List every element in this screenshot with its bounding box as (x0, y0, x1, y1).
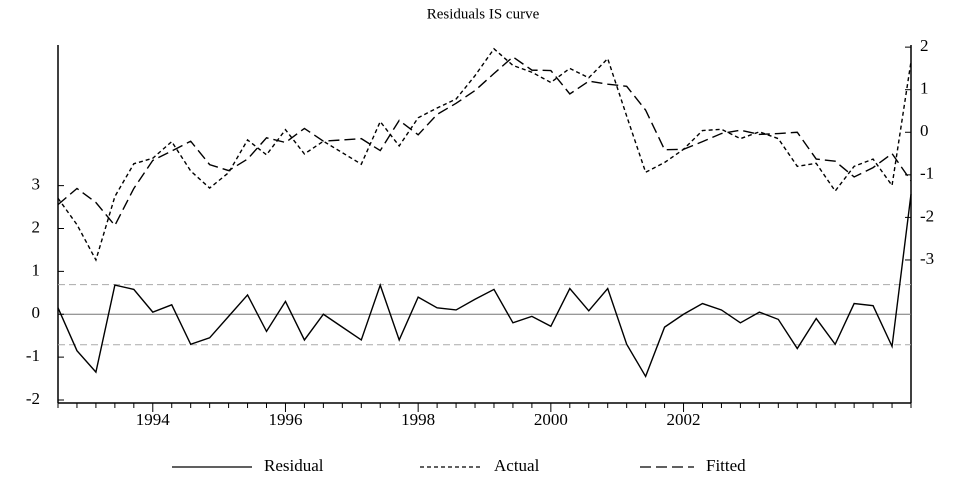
legend-label: Residual (264, 456, 324, 475)
y-tick-label: 3 (32, 175, 41, 194)
legend-label: Actual (494, 456, 540, 475)
y2-tick-label: 0 (920, 121, 929, 140)
chart-title: Residuals IS curve (427, 6, 540, 22)
y2-tick-label: 1 (920, 79, 929, 98)
x-tick-label: 2000 (534, 410, 568, 429)
x-tick-label: 1998 (401, 410, 435, 429)
series-line (57, 56, 912, 227)
x-tick-label: 1996 (268, 410, 302, 429)
x-tick-label: 2002 (667, 410, 701, 429)
series-line (57, 47, 912, 262)
y-tick-label: 1 (32, 260, 41, 279)
y-tick-label: -1 (26, 346, 40, 365)
y-tick-label: 2 (32, 217, 41, 236)
y2-tick-label: 2 (920, 36, 929, 55)
x-tick-label: 1994 (136, 410, 171, 429)
y-tick-label: -2 (26, 389, 40, 408)
y2-tick-label: -2 (920, 206, 934, 225)
y-tick-label: 0 (32, 303, 41, 322)
y2-tick-label: -1 (920, 164, 934, 183)
series-line (57, 194, 912, 379)
y2-tick-label: -3 (920, 249, 934, 268)
legend-label: Fitted (706, 456, 746, 475)
